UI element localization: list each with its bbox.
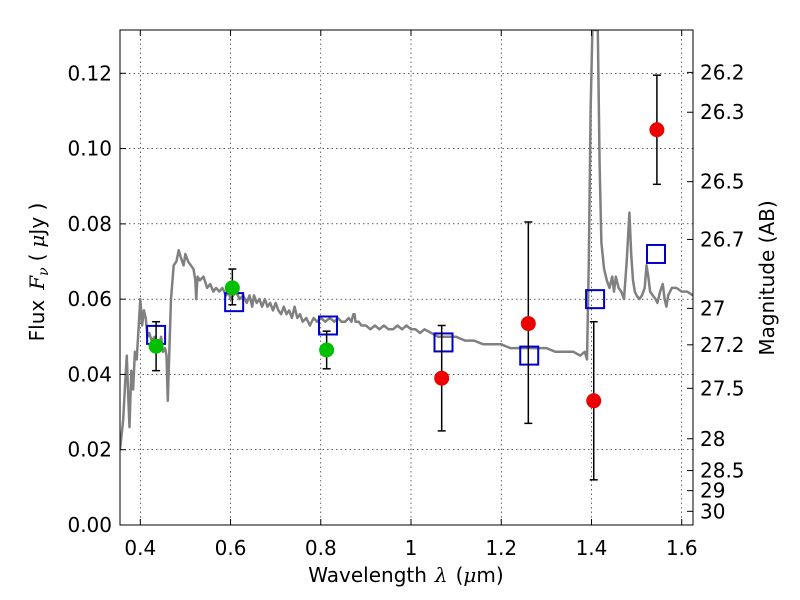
y-tick-label: 0.10 <box>67 137 112 161</box>
x-tick-label: 0.8 <box>305 536 337 560</box>
grid <box>120 30 693 526</box>
y-tick-label: 0.12 <box>67 61 112 85</box>
magnitude-tick-label: 26.2 <box>700 60 745 84</box>
y-tick-label: 0.00 <box>67 513 112 537</box>
plot-area <box>120 30 693 525</box>
magnitude-tick-label: 27 <box>700 296 725 320</box>
tick-marks <box>120 30 693 526</box>
x-tick-label: 1.6 <box>666 536 698 560</box>
x-tick-label: 1.4 <box>576 536 608 560</box>
model-photometry-square <box>646 243 667 264</box>
x-axis-label: Wavelength λ (μm) <box>308 563 503 587</box>
magnitude-tick-label: 26.5 <box>700 170 745 194</box>
observed-point <box>148 338 164 354</box>
observed-point <box>434 370 450 386</box>
y-tick-label: 0.08 <box>67 212 112 236</box>
model-photometry-square <box>585 289 606 310</box>
magnitude-tick-label: 28.5 <box>700 459 745 483</box>
marker-layer <box>146 74 667 481</box>
y2-axis-label: Magnitude (AB) <box>755 200 779 355</box>
model-photometry-square <box>317 315 338 336</box>
magnitude-tick-label: 26.7 <box>700 227 745 251</box>
magnitude-tick-label: 29 <box>700 479 725 503</box>
y-tick-labels: 0.00 0.02 0.04 0.06 0.08 0.10 0.12 <box>67 61 112 537</box>
observed-point <box>649 122 665 138</box>
observed-point <box>586 393 602 409</box>
magnitude-tick-label: 28 <box>700 427 725 451</box>
magnitude-tick-label: 30 <box>700 499 725 523</box>
magnitude-tick-label: 26.3 <box>700 100 745 124</box>
plot-frame <box>119 29 694 526</box>
magnitude-tick-label: 27.2 <box>700 333 745 357</box>
x-tick-label: 1.2 <box>485 536 517 560</box>
x-tick-label: 0.4 <box>124 536 156 560</box>
x-tick-labels: 0.4 0.6 0.8 1 1.2 1.4 1.6 <box>124 536 697 560</box>
y-axis-label: FluxFν(μJy ) <box>25 203 52 342</box>
x-tick-label: 0.6 <box>215 536 247 560</box>
observed-point <box>224 280 240 296</box>
observed-point <box>520 316 536 332</box>
y-tick-label: 0.06 <box>67 287 112 311</box>
y-tick-label: 0.04 <box>67 362 112 386</box>
observed-point <box>319 342 335 358</box>
y-tick-label: 0.02 <box>67 438 112 462</box>
model-photometry-square <box>433 332 454 353</box>
magnitude-tick-label: 27.5 <box>700 376 745 400</box>
model-photometry-square <box>519 345 540 366</box>
x-tick-label: 1 <box>405 536 418 560</box>
